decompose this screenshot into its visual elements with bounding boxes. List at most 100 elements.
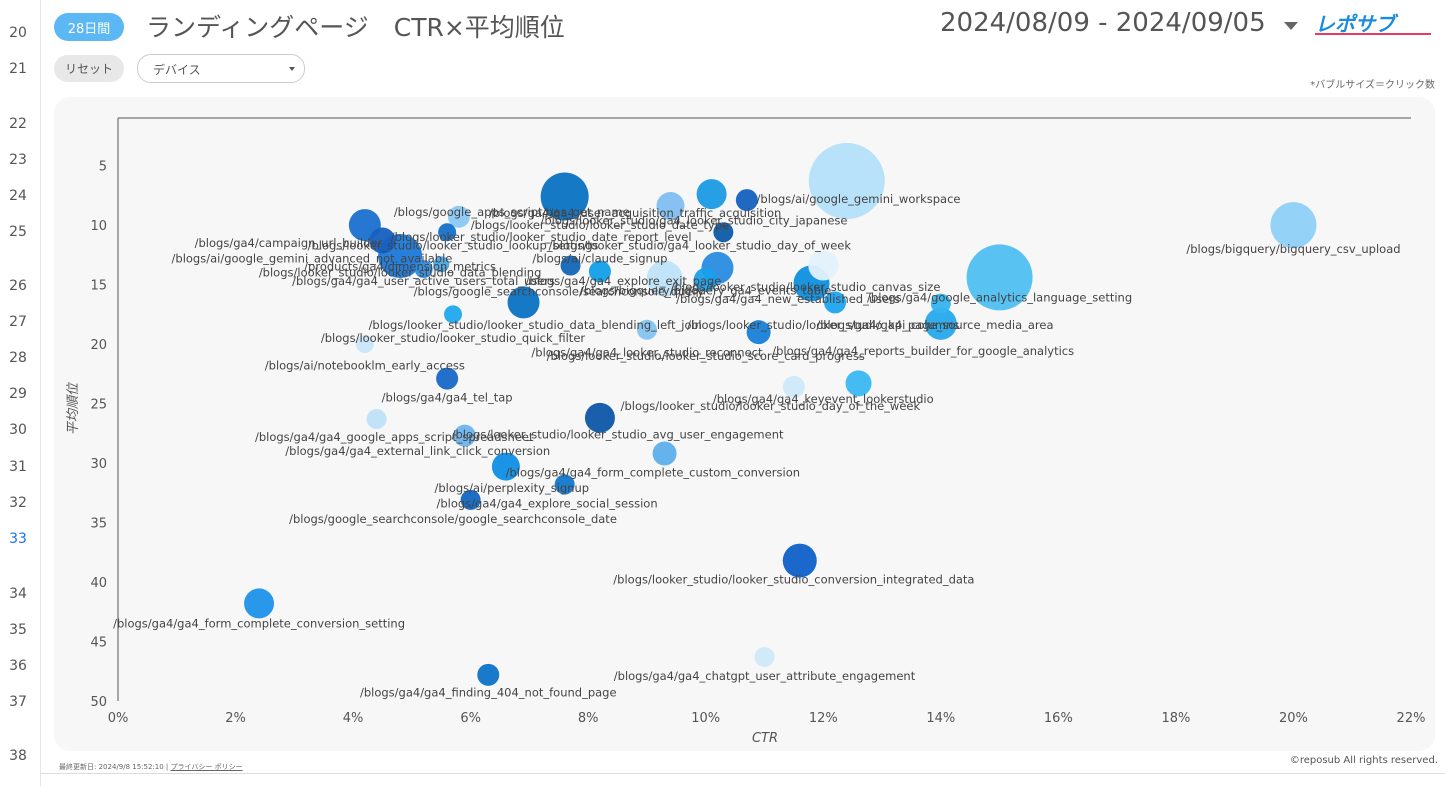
y-tick-label: 20 [90, 338, 107, 353]
device-select-label: デバイス [153, 63, 201, 77]
bubble[interactable] [696, 179, 727, 210]
row-number: 27 [9, 314, 27, 330]
row-number: 22 [9, 116, 27, 132]
bubble-label: /blogs/ga4/campaign_url_builder [195, 236, 383, 250]
bubble[interactable] [444, 305, 463, 324]
date-range-picker[interactable]: 2024/08/09 - 2024/09/05 [940, 8, 1266, 38]
bubble-label: /blogs/google_apps_script/gas_get_name [394, 205, 630, 219]
privacy-policy-link[interactable]: プライバシー ポリシー [170, 763, 243, 771]
bubble-label: /blogs/ga4/ga4_looker_studio_reconnect [531, 345, 763, 359]
bubble-label: /blogs/google_searchconsole/google_searc… [289, 512, 617, 526]
bubble[interactable] [808, 250, 839, 281]
bubble[interactable] [438, 223, 457, 242]
x-tick-label: 14% [926, 711, 955, 726]
bubble[interactable] [735, 189, 758, 212]
device-select[interactable]: デバイス [137, 54, 305, 83]
bubble[interactable] [754, 646, 775, 667]
bubble-label: /blogs/ga4/ga4_tel_tap [382, 391, 513, 405]
bubble-label: /blogs/looker_studio/looker_studio_score… [547, 349, 865, 363]
bubble[interactable] [560, 255, 581, 276]
bubble[interactable] [447, 205, 470, 228]
bubble-label: /blogs/ai/google_gemini_advanced_not_ava… [172, 251, 453, 265]
bubble-label: /blogs/ga4/ga4_page_source_media_area [816, 318, 1053, 332]
bubble-size-note: *バブルサイズ＝クリック数 [1310, 80, 1435, 91]
bubble-label: /blogs/looker_studio/looker_studio_data_… [259, 266, 542, 280]
bubble[interactable] [656, 192, 685, 221]
y-tick-label: 35 [90, 517, 107, 532]
bubble[interactable] [636, 319, 657, 340]
bubble[interactable] [366, 409, 387, 430]
divider [40, 773, 1445, 774]
bubble[interactable] [1270, 202, 1317, 249]
x-tick-label: 4% [343, 711, 364, 726]
bubble-label: /blogs/ga4/ga4_reports_builder_for_googl… [772, 344, 1074, 358]
bubble[interactable] [584, 402, 615, 433]
bubble[interactable] [824, 291, 847, 314]
bubble[interactable] [460, 489, 481, 510]
bubble[interactable] [507, 286, 540, 319]
bubble[interactable] [554, 474, 575, 495]
bubble-label: /blogs/looker_studio/ga4_looker_studio_d… [549, 238, 852, 252]
bubble[interactable] [414, 260, 433, 279]
dropdown-icon [289, 67, 295, 71]
bubble[interactable] [369, 227, 396, 254]
bubble[interactable] [491, 452, 520, 481]
bubble-label: /blogs/looker_studio/looker_studio_data_… [369, 318, 702, 332]
bubble-label: /blogs/ga4/ga4_explore_exit_page [526, 274, 722, 288]
bubble[interactable] [845, 370, 872, 397]
y-tick-label: 50 [90, 695, 107, 710]
bubble[interactable] [652, 441, 677, 466]
y-tick-label: 30 [90, 457, 107, 472]
row-number: 20 [9, 25, 27, 41]
bubble[interactable] [436, 367, 459, 390]
x-tick-label: 6% [460, 711, 481, 726]
row-number: 24 [9, 188, 27, 204]
period-badge[interactable]: 28日間 [54, 13, 124, 41]
y-tick-label: 5 [99, 160, 107, 175]
bubble-label: /blogs/ai/perplexity_signup [434, 481, 589, 495]
bubble[interactable] [453, 424, 476, 447]
bubble[interactable] [244, 588, 275, 619]
x-tick-label: 18% [1161, 711, 1190, 726]
bubble[interactable] [966, 244, 1033, 311]
bubble-label: /blogs/ga4/ga4_user_acquisition_traffic_… [489, 206, 781, 220]
bubble[interactable] [746, 320, 771, 345]
bubble-label: /blogs/looker_studio/looker_studio_day_o… [621, 399, 921, 413]
page-title: ランディングページ CTR×平均順位 [146, 13, 565, 42]
y-tick-label: 40 [90, 576, 107, 591]
bubble-label: /blogs/looker_studio/ga4_looker_studio_c… [540, 213, 847, 227]
bubble[interactable] [693, 267, 718, 292]
bubble[interactable] [924, 307, 957, 340]
reset-button[interactable]: リセット [54, 55, 124, 82]
bubble[interactable] [930, 293, 951, 314]
row-number: 31 [9, 459, 27, 475]
bubble[interactable] [782, 543, 817, 578]
y-tick-label: 10 [90, 219, 107, 234]
row-number: 23 [9, 152, 27, 168]
row-number: 35 [9, 622, 27, 638]
bubble[interactable] [782, 375, 805, 398]
bubble-label: /blogs/ai/claude_signup [532, 251, 667, 265]
bubble[interactable] [355, 335, 374, 354]
bubble[interactable] [713, 222, 734, 243]
bubble-label: /blogs/looker_studio/looker_studio_conve… [613, 573, 974, 587]
reposub-logo: レポサブ [1315, 12, 1431, 36]
y-axis-title: 平均順位 [65, 381, 81, 435]
bubble[interactable] [646, 260, 683, 297]
y-tick-label: 15 [90, 279, 107, 294]
bubble[interactable] [808, 143, 885, 220]
row-number: 29 [9, 386, 27, 402]
bubble[interactable] [588, 260, 611, 283]
row-number: 38 [9, 748, 27, 764]
row-number: 36 [9, 658, 27, 674]
x-tick-label: 8% [578, 711, 599, 726]
bubble-label: /blogs/ai/google_gemini_workspace [757, 192, 961, 206]
bubble[interactable] [433, 256, 450, 273]
bubble-label: /blogs/ga4/ga4_chatgpt_user_attribute_en… [614, 669, 916, 683]
bubble[interactable] [540, 172, 589, 221]
bubble[interactable] [477, 663, 500, 686]
chevron-down-icon[interactable] [1284, 22, 1298, 30]
x-tick-label: 0% [108, 711, 129, 726]
x-tick-label: 22% [1397, 711, 1426, 726]
